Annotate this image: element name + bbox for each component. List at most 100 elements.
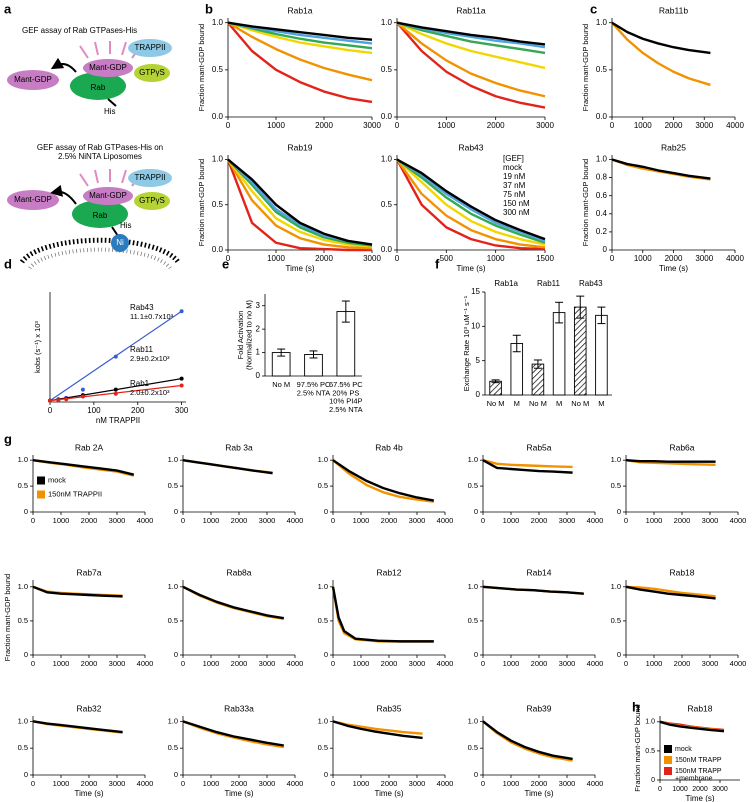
y-axis-label: Fraction mant-GDP bound xyxy=(581,159,590,246)
y-tick-label: 0.5 xyxy=(611,481,621,490)
x-tick-label: 3000 xyxy=(109,516,126,525)
point xyxy=(113,387,118,392)
x-tick-label: 4000 xyxy=(287,659,304,668)
y-tick-label: 15 xyxy=(471,287,480,296)
point xyxy=(48,398,52,403)
x-tick-label: 4000 xyxy=(287,779,304,788)
x-tick-label: 4000 xyxy=(730,516,747,525)
y-axis-label: Fold Activation(Normalized to no M) xyxy=(236,299,253,370)
y-tick-label: 1.0 xyxy=(596,18,608,27)
panel-label: c xyxy=(590,1,597,16)
panel-label: g xyxy=(4,431,12,446)
y-tick-label: 0.5 xyxy=(318,481,328,490)
y-tick-label: 0 xyxy=(617,507,621,516)
legend-label: mock xyxy=(675,746,692,753)
y-tick-label: 0.5 xyxy=(645,748,655,755)
x-tick-label: 3000 xyxy=(702,659,719,668)
x-tick-label: 0 xyxy=(610,254,615,263)
x-axis-label: Time (s) xyxy=(659,264,688,273)
x-tick-label: 4000 xyxy=(587,659,604,668)
y-tick-label: 1 xyxy=(256,348,261,357)
trapp-shape xyxy=(128,39,172,57)
point xyxy=(64,397,69,402)
group-label: Rab11 xyxy=(537,279,561,288)
data-line xyxy=(396,158,546,244)
y-tick-label: 1.0 xyxy=(168,582,178,591)
x-tick-label: M xyxy=(514,399,520,408)
diagram-top: GEF assay of Rab GTPases-His TRAPPII Rab… xyxy=(7,26,172,116)
y-tick-label: 1.0 xyxy=(18,716,28,725)
diagram-label: GTPγS xyxy=(139,196,165,205)
diagram-title: GEF assay of Rab GTPases-His on 2.5% NiNT… xyxy=(37,143,163,161)
y-tick-label: 0.5 xyxy=(381,200,393,209)
panel-label: b xyxy=(205,1,213,16)
x-tick-label: 2000 xyxy=(315,254,333,263)
x-tick-label: 97.5% PC 2.5% NTA xyxy=(297,380,331,397)
x-tick-label: 1000 xyxy=(646,516,663,525)
x-tick-label: 3000 xyxy=(559,779,576,788)
x-tick-label: 2000 xyxy=(381,516,398,525)
x-tick-label: 2000 xyxy=(531,516,548,525)
diagram-label: Rab xyxy=(91,83,106,92)
x-tick-label: 3000 xyxy=(109,659,126,668)
x-tick-label: 4000 xyxy=(287,516,304,525)
legend-label: 150nM TRAPP +membrane xyxy=(675,768,722,783)
point xyxy=(80,394,85,399)
y-tick-label: 0.2 xyxy=(596,227,608,236)
data-line xyxy=(482,459,573,474)
x-tick-label: 2000 xyxy=(381,779,398,788)
y-tick-label: 1.0 xyxy=(212,155,224,164)
data-line xyxy=(395,158,546,251)
x-tick-label: 3000 xyxy=(409,779,426,788)
diagram-label: TRAPPII xyxy=(134,173,165,182)
y-tick-label: 0.4 xyxy=(596,209,608,218)
y-tick-label: 1.0 xyxy=(212,18,224,27)
x-tick-label: 2000 xyxy=(692,786,708,793)
y-axis-label: Exchange Rate 10³ uM⁻¹ s⁻¹ xyxy=(462,295,471,391)
legend-label: mock xyxy=(503,163,523,172)
x-tick-label: 100 xyxy=(87,406,101,415)
diagram-label: Ni xyxy=(116,238,124,247)
x-tick-label: 0 xyxy=(181,659,185,668)
diagram-label: His xyxy=(104,107,116,116)
x-tick-label: 2000 xyxy=(81,659,98,668)
x-tick-label: 0 xyxy=(395,254,400,263)
lipid-outer xyxy=(19,237,181,264)
chart-title: Rab7a xyxy=(76,567,101,577)
y-tick-label: 0.5 xyxy=(18,743,28,752)
group-label: Rab1a xyxy=(494,279,518,288)
y-tick-label: 1.0 xyxy=(318,455,328,464)
data-line xyxy=(331,586,434,643)
legend-label: 300 nM xyxy=(503,208,530,217)
data-line xyxy=(182,458,273,475)
chart-title: Rab19 xyxy=(287,142,312,152)
y-tick-label: 0.0 xyxy=(212,112,224,121)
y-tick-label: 1.0 xyxy=(18,582,28,591)
data-line xyxy=(182,585,284,621)
y-tick-label: 1.0 xyxy=(318,582,328,591)
x-tick-label: 500 xyxy=(440,254,454,263)
bar xyxy=(489,380,502,396)
data-line xyxy=(396,158,546,249)
panel-label: f xyxy=(435,256,440,271)
y-tick-label: 0.5 xyxy=(168,743,178,752)
x-tick-label: 3000 xyxy=(409,659,426,668)
bar xyxy=(595,314,608,396)
x-tick-label: 4000 xyxy=(437,779,454,788)
x-tick-label: 2000 xyxy=(531,659,548,668)
x-tick-label: 1000 xyxy=(203,779,220,788)
chart-title: Rab 2A xyxy=(75,442,104,452)
x-axis-label: Time (s) xyxy=(285,264,314,273)
bar xyxy=(573,306,587,396)
series-label: Rab1 xyxy=(130,379,150,388)
mant-shape xyxy=(7,190,59,210)
x-tick-label: M xyxy=(556,399,562,408)
legend-swatch xyxy=(664,756,672,764)
legend-swatch xyxy=(664,745,672,753)
x-tick-label: 3000 xyxy=(259,779,276,788)
panel-label: a xyxy=(4,1,12,16)
arrow xyxy=(50,57,77,73)
bar xyxy=(552,312,566,396)
data-line xyxy=(32,585,123,598)
x-tick-label: No M xyxy=(571,399,589,408)
